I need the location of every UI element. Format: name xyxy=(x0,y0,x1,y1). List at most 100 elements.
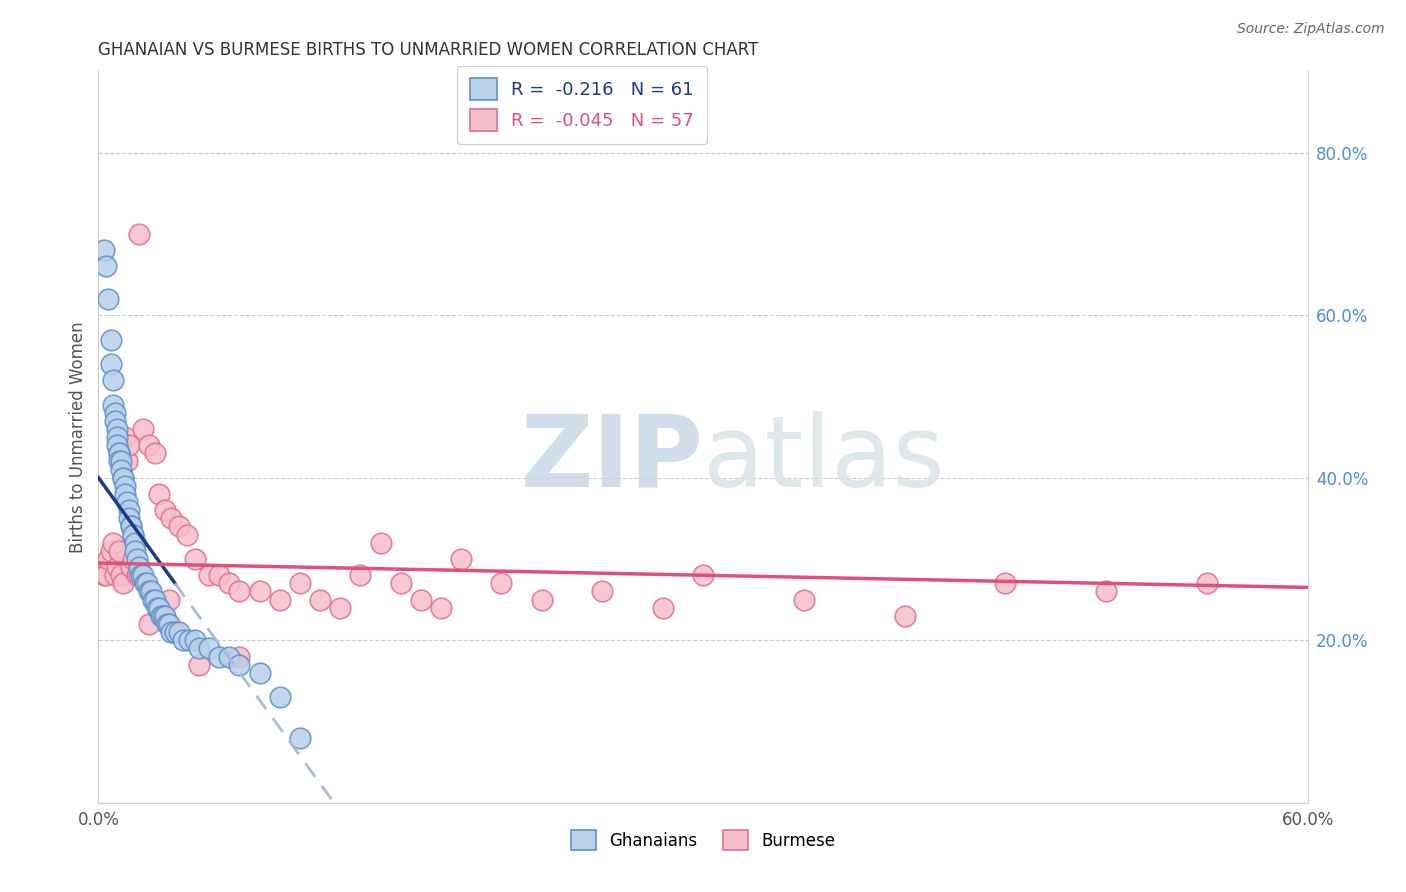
Point xyxy=(121,527,143,541)
Point xyxy=(132,568,155,582)
Point xyxy=(228,584,250,599)
Legend: Ghanaians, Burmese: Ghanaians, Burmese xyxy=(561,820,845,860)
Point xyxy=(409,592,432,607)
Point xyxy=(97,292,120,306)
Text: GHANAIAN VS BURMESE BIRTHS TO UNMARRIED WOMEN CORRELATION CHART: GHANAIAN VS BURMESE BIRTHS TO UNMARRIED … xyxy=(98,41,759,59)
Point xyxy=(114,430,136,444)
Point xyxy=(110,568,132,582)
Point xyxy=(188,657,211,672)
Point xyxy=(389,576,412,591)
Point xyxy=(125,568,148,582)
Point xyxy=(309,592,332,607)
Point xyxy=(160,511,183,525)
Point xyxy=(120,560,142,574)
Y-axis label: Births to Unmarried Women: Births to Unmarried Women xyxy=(69,321,87,553)
Point xyxy=(114,479,136,493)
Point xyxy=(1095,584,1118,599)
Point xyxy=(142,592,165,607)
Point xyxy=(228,657,250,672)
Point xyxy=(1195,576,1218,591)
Point xyxy=(105,422,128,436)
Point xyxy=(167,625,190,640)
Point xyxy=(103,414,125,428)
Point xyxy=(110,462,132,476)
Point xyxy=(128,568,150,582)
Point xyxy=(101,535,124,549)
Point xyxy=(111,471,134,485)
Point xyxy=(114,487,136,501)
Point xyxy=(218,649,240,664)
Point xyxy=(491,576,513,591)
Point xyxy=(198,641,221,656)
Point xyxy=(228,649,250,664)
Point xyxy=(128,227,150,241)
Point xyxy=(148,487,170,501)
Point xyxy=(163,625,186,640)
Point xyxy=(143,592,166,607)
Point xyxy=(153,503,176,517)
Point xyxy=(118,503,141,517)
Text: atlas: atlas xyxy=(703,410,945,508)
Point xyxy=(160,625,183,640)
Point xyxy=(651,600,673,615)
Point xyxy=(96,260,118,274)
Point xyxy=(156,617,179,632)
Point xyxy=(176,527,198,541)
Point xyxy=(269,592,291,607)
Point xyxy=(370,535,392,549)
Point xyxy=(153,608,176,623)
Point xyxy=(893,608,915,623)
Point xyxy=(100,357,122,371)
Point xyxy=(179,633,201,648)
Point xyxy=(138,617,160,632)
Point xyxy=(134,576,156,591)
Point xyxy=(146,600,169,615)
Point xyxy=(93,243,115,257)
Point xyxy=(100,544,122,558)
Point xyxy=(188,641,211,656)
Point xyxy=(329,600,352,615)
Point xyxy=(218,576,240,591)
Point xyxy=(125,552,148,566)
Point xyxy=(288,731,311,745)
Point xyxy=(121,552,143,566)
Point xyxy=(129,568,152,582)
Point xyxy=(97,552,120,566)
Point xyxy=(172,633,194,648)
Point xyxy=(349,568,371,582)
Point xyxy=(288,576,311,591)
Point xyxy=(115,454,138,468)
Point xyxy=(121,527,143,541)
Point xyxy=(249,584,271,599)
Point xyxy=(101,373,124,387)
Text: Source: ZipAtlas.com: Source: ZipAtlas.com xyxy=(1237,22,1385,37)
Point xyxy=(124,535,146,549)
Point xyxy=(110,454,132,468)
Point xyxy=(269,690,291,705)
Text: ZIP: ZIP xyxy=(520,410,703,508)
Point xyxy=(530,592,553,607)
Point xyxy=(132,422,155,436)
Point xyxy=(157,617,180,632)
Point xyxy=(208,568,231,582)
Point xyxy=(157,592,180,607)
Point xyxy=(149,608,172,623)
Point xyxy=(111,471,134,485)
Point xyxy=(93,568,115,582)
Point xyxy=(111,576,134,591)
Point xyxy=(591,584,613,599)
Point xyxy=(107,446,129,460)
Point xyxy=(105,430,128,444)
Point xyxy=(118,438,141,452)
Point xyxy=(135,576,157,591)
Point xyxy=(128,560,150,574)
Point xyxy=(148,600,170,615)
Point xyxy=(138,438,160,452)
Point xyxy=(107,446,129,460)
Point xyxy=(107,454,129,468)
Point xyxy=(184,633,207,648)
Point xyxy=(152,608,174,623)
Point xyxy=(124,535,146,549)
Point xyxy=(124,544,146,558)
Point xyxy=(184,552,207,566)
